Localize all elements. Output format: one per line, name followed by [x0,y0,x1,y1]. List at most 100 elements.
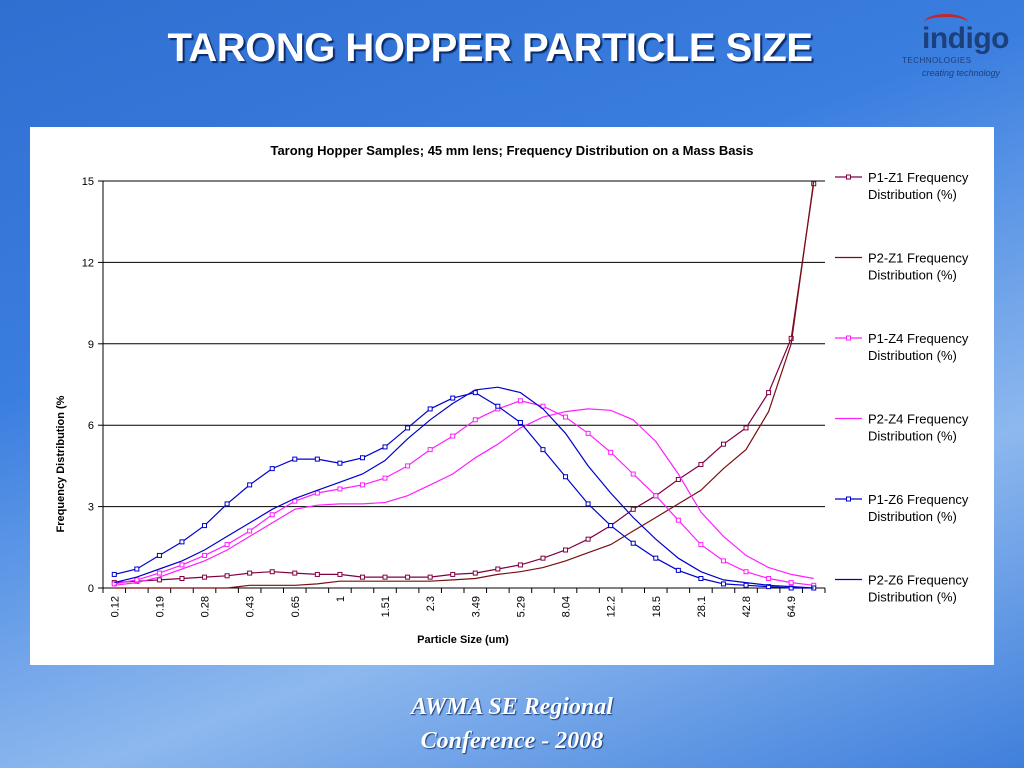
data-point-P1-Z4 [269,512,275,518]
y-tick-label: 0 [88,583,94,595]
legend-label-P1-Z4: P1-Z4 Frequency Distribution (%) [868,331,969,363]
footer-line-2: Conference - 2008 [420,728,604,754]
x-axis-label: Particle Size (um) [417,634,509,646]
series-line-P2-Z6 [114,386,814,589]
data-point-P1-Z6 [517,419,523,425]
data-point-P1-Z6 [359,455,365,461]
series-line-P1-Z4 [114,400,814,586]
y-tick-label: 6 [88,420,94,432]
x-tick-label: 1 [335,596,347,602]
data-point-P1-Z1 [675,476,681,482]
data-point-P1-Z6 [382,444,388,450]
legend-marker-P1-Z1 [846,174,851,180]
data-point-P1-Z6 [337,460,343,466]
data-point-P1-Z4 [698,542,704,548]
data-point-P1-Z1 [540,555,546,561]
data-point-P1-Z6 [653,555,659,561]
data-point-P1-Z4 [766,576,772,582]
data-point-P1-Z6 [766,584,772,590]
data-point-P1-Z1 [314,571,320,577]
x-tick-label: 12.2 [606,596,618,617]
data-point-P1-Z6 [472,390,478,396]
data-point-P1-Z1 [743,425,749,431]
data-point-P1-Z4 [653,493,659,499]
x-tick-label: 0.43 [245,596,257,617]
x-tick-label: 28.1 [696,596,708,617]
series-line-P1-Z1 [114,183,815,584]
data-point-P1-Z4 [382,475,388,481]
y-tick-label: 9 [88,339,94,351]
data-point-P1-Z6 [224,501,230,507]
data-point-P1-Z1 [269,569,275,575]
x-tick-label: 5.29 [515,596,527,617]
x-tick-label: 64.9 [786,596,798,617]
data-point-P1-Z4 [247,528,253,534]
data-point-P1-Z1 [202,574,208,580]
data-point-P1-Z6 [540,447,546,453]
data-point-P1-Z6 [675,567,681,573]
data-point-P1-Z4 [675,517,681,523]
data-point-P1-Z6 [698,576,704,582]
logo-sub: TECHNOLOGIES [902,56,972,65]
data-point-P1-Z1 [450,571,456,577]
data-point-P1-Z1 [495,566,501,572]
axes [102,181,825,589]
data-point-P1-Z6 [720,581,726,587]
data-point-P1-Z6 [630,540,636,546]
series-line-P1-Z6 [114,391,814,589]
data-point-P1-Z4 [224,542,230,548]
x-tick-label: 0.12 [109,596,121,617]
data-point-P1-Z6 [608,523,614,529]
legend-label-P2-Z6: P2-Z6 Frequency Distribution (%) [868,573,969,605]
data-point-P1-Z4 [134,577,140,583]
y-tick-label: 15 [82,176,94,188]
legend-label-P2-Z1: P2-Z1 Frequency Distribution (%) [868,251,969,283]
data-point-P1-Z4 [788,580,794,586]
data-point-P1-Z6 [563,474,569,480]
data-point-P1-Z4 [585,430,591,436]
x-tick-label: 8.04 [561,596,573,617]
series-line-P2-Z4 [114,408,814,586]
data-point-P1-Z1 [179,576,185,582]
data-point-P1-Z1 [585,536,591,542]
data-point-P1-Z4 [427,447,433,453]
data-point-P1-Z1 [563,547,569,553]
data-point-P1-Z6 [247,482,253,488]
series-line-P2-Z1 [114,180,815,589]
legend-marker-P1-Z6 [846,496,851,502]
footer: AWMA SE Regional Conference - 2008 [0,690,1024,758]
data-point-P1-Z4 [743,569,749,575]
data-point-P1-Z4 [720,558,726,564]
data-point-P1-Z6 [405,425,411,431]
y-axis-label: Frequency Distribution (% [55,395,67,532]
legend-label-P1-Z1: P1-Z1 Frequency Distribution (%) [868,170,969,202]
data-point-P1-Z1 [156,577,162,583]
data-point-P1-Z1 [517,562,523,568]
data-point-P1-Z1 [720,441,726,447]
data-point-P1-Z6 [743,582,749,588]
data-point-P1-Z1 [337,571,343,577]
logo-word: indigo [922,22,1009,55]
x-tick-label: 18.5 [651,596,663,617]
grid-lines [103,180,825,508]
x-tick-label: 42.8 [741,596,753,617]
data-point-P1-Z6 [269,466,275,472]
data-point-P1-Z6 [202,523,208,529]
footer-line-1: AWMA SE Regional [411,694,613,720]
legend: P1-Z1 Frequency Distribution (%) P2-Z1 Fre… [835,170,969,605]
slide-title: TARONG HOPPER PARTICLE SIZE [167,26,813,70]
data-point-P1-Z1 [224,573,230,579]
data-point-P1-Z6 [134,566,140,572]
y-axis-ticks: 0 3 6 9 12 15 [82,176,103,595]
data-point-P1-Z4 [179,562,185,568]
data-point-P1-Z4 [472,417,478,423]
data-point-P1-Z4 [450,433,456,439]
data-point-P1-Z6 [292,456,298,462]
data-point-P1-Z4 [630,471,636,477]
line-chart: Tarong Hopper Samples; 45 mm lens; Frequ… [55,143,969,646]
legend-label-P2-Z4: P2-Z4 Frequency Distribution (%) [868,412,969,444]
series-group [111,180,817,591]
chart-title: Tarong Hopper Samples; 45 mm lens; Frequ… [270,143,753,158]
logo-arc [924,14,968,31]
data-point-P1-Z6 [314,456,320,462]
